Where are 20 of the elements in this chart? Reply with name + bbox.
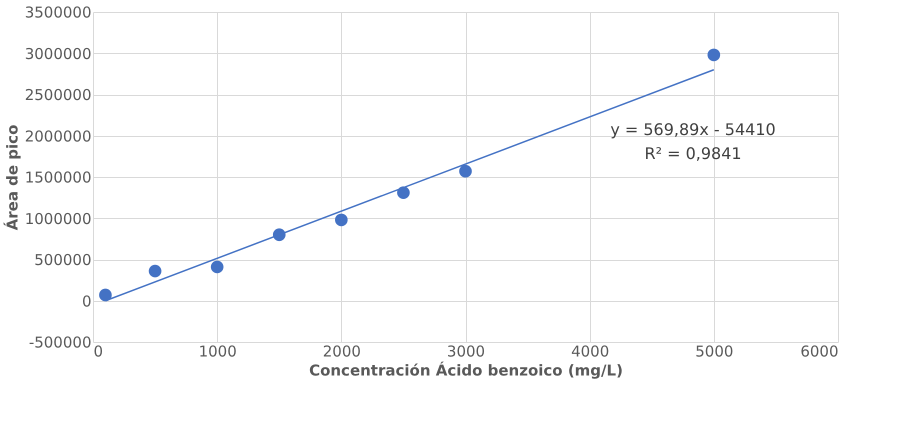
y-tick-label: 0 [82,292,92,310]
y-tick-label: 1500000 [24,168,92,186]
y-tick-label: -500000 [28,334,92,352]
x-axis-title: Concentración Ácido benzoico (mg/L) [309,362,623,380]
x-tick-label: 2000 [322,342,361,360]
y-axis-title: Área de pico [4,124,22,230]
x-tick-label: 1000 [198,342,237,360]
y-tick-label: 500000 [34,251,92,269]
x-tick-label: 4000 [571,342,610,360]
x-tick-label: 3000 [446,342,486,360]
y-tick-label: 1000000 [24,210,92,228]
x-tick-label: 5000 [695,342,734,360]
x-tick-label: 0 [94,342,104,360]
y-tick-label: 3000000 [24,44,92,63]
y-tick-label: 2000000 [24,127,92,146]
x-tick-label: 6000 [800,342,838,360]
annotation: R² = 0,9841 [644,144,742,163]
y-tick-label: 3500000 [24,4,92,22]
annotation: y = 569,89x - 54410 [610,120,776,139]
y-tick-label: 2500000 [24,86,92,104]
